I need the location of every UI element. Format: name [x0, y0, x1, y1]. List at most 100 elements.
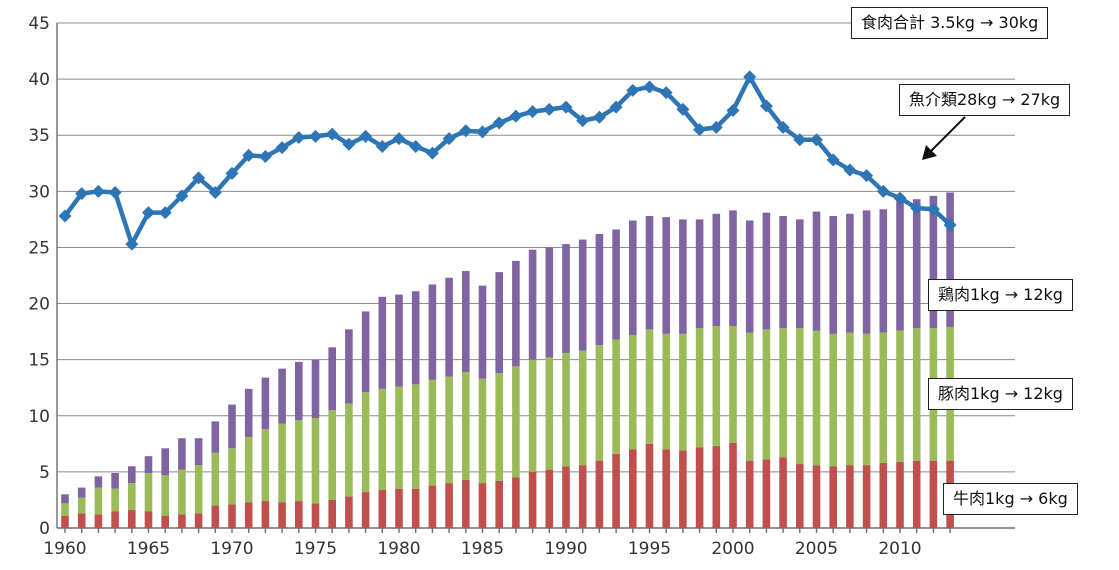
bar-牛肉-1982 [428, 485, 437, 528]
point-魚介類-1978 [359, 129, 373, 143]
x-tick-label: 1960 [43, 539, 86, 559]
bar-豚肉-2001 [745, 332, 754, 461]
bar-豚肉-1982 [428, 379, 437, 486]
bar-豚肉-2002 [762, 329, 771, 460]
point-魚介類-2005 [810, 133, 823, 147]
bar-鶏肉-1999 [712, 213, 721, 326]
point-魚介類-1973 [275, 141, 289, 155]
bar-牛肉-1986 [495, 480, 503, 528]
bar-鶏肉-1981 [411, 291, 420, 385]
bar-牛肉-1974 [295, 501, 303, 528]
bar-牛肉-2000 [729, 442, 737, 528]
bar-豚肉-1993 [612, 339, 620, 454]
bar-豚肉-1987 [512, 366, 520, 478]
bar-鶏肉-1963 [111, 473, 119, 489]
bar-鶏肉-1974 [295, 361, 303, 421]
bar-豚肉-1994 [629, 334, 637, 450]
bar-牛肉-2001 [745, 460, 754, 528]
y-tick-label: 20 [28, 295, 50, 315]
bar-鶏肉-1988 [528, 249, 537, 360]
bar-牛肉-1962 [94, 514, 103, 528]
bar-豚肉-2010 [896, 330, 904, 462]
bar-豚肉-2003 [779, 328, 787, 458]
point-魚介類-1972 [258, 150, 272, 164]
point-魚介類-2006 [826, 153, 840, 167]
bar-牛肉-2010 [896, 461, 904, 528]
bar-鶏肉-1961 [77, 487, 86, 498]
bar-鶏肉-1995 [645, 216, 654, 330]
y-tick-label: 30 [28, 182, 50, 202]
bar-豚肉-1999 [712, 326, 721, 447]
bar-豚肉-1984 [462, 372, 470, 480]
bar-鶏肉-1962 [94, 476, 103, 488]
point-魚介類-2008 [860, 169, 874, 183]
point-魚介類-1975 [309, 129, 322, 143]
x-tick-label: 2005 [795, 539, 838, 559]
point-魚介類-1966 [158, 206, 172, 220]
bar-豚肉-1972 [261, 429, 270, 502]
annotation-fish: 魚介類28kg → 27kg [899, 84, 1071, 116]
point-魚介類-1960 [58, 209, 72, 223]
point-魚介類-1962 [91, 184, 105, 198]
bar-鶏肉-1965 [144, 456, 153, 474]
annotation-beef: 牛肉1kg → 6kg [943, 483, 1078, 515]
bar-牛肉-1971 [244, 502, 253, 528]
point-魚介類-1984 [459, 124, 473, 138]
bar-牛肉-1980 [395, 488, 403, 528]
point-魚介類-2004 [793, 133, 807, 147]
y-tick-label: 25 [28, 238, 50, 258]
bar-鶏肉-2001 [745, 220, 754, 333]
y-tick-label: 0 [39, 519, 50, 539]
bar-豚肉-1973 [278, 423, 286, 503]
x-tick-label: 2010 [878, 539, 921, 559]
bar-鶏肉-1989 [545, 247, 554, 358]
bar-鶏肉-1970 [228, 404, 236, 449]
bar-牛肉-1960 [61, 515, 69, 528]
x-tick-label: 1985 [461, 539, 504, 559]
x-tick-label: 1995 [628, 539, 671, 559]
annotation-meat-total: 食肉合計 3.5kg → 30kg [851, 7, 1049, 39]
bar-牛肉-2003 [779, 457, 787, 528]
bar-牛肉-1984 [462, 479, 470, 528]
bar-牛肉-1990 [562, 466, 570, 528]
bar-牛肉-1970 [228, 504, 236, 528]
bar-豚肉-1990 [562, 352, 570, 467]
bar-豚肉-1966 [161, 475, 169, 516]
bar-鶏肉-2008 [862, 210, 871, 334]
x-tick-label: 1975 [294, 539, 337, 559]
bar-豚肉-2004 [796, 328, 804, 465]
bar-豚肉-1981 [411, 384, 420, 489]
bar-豚肉-2005 [812, 330, 821, 466]
point-魚介類-2001 [743, 70, 757, 84]
bar-鶏肉-2011 [912, 199, 921, 329]
bar-牛肉-2006 [829, 466, 837, 528]
point-魚介類-1982 [425, 146, 439, 160]
point-魚介類-2009 [876, 184, 890, 198]
bar-牛肉-2004 [796, 464, 804, 528]
point-魚介類-2002 [759, 99, 773, 113]
bar-牛肉-1996 [662, 449, 670, 528]
bar-豚肉-1998 [695, 328, 704, 448]
point-魚介類-1987 [509, 109, 523, 123]
bar-牛肉-1993 [612, 453, 620, 528]
bar-牛肉-1973 [278, 502, 286, 528]
point-魚介類-1996 [659, 86, 673, 100]
bar-鶏肉-1960 [61, 494, 69, 504]
bar-鶏肉-1986 [495, 272, 503, 374]
bar-鶏肉-1972 [261, 377, 270, 430]
point-魚介類-1963 [108, 185, 122, 199]
bar-鶏肉-2006 [829, 216, 837, 334]
bar-豚肉-1983 [445, 376, 453, 484]
bar-牛肉-1968 [194, 513, 203, 528]
bar-鶏肉-1979 [378, 296, 387, 389]
bar-豚肉-1970 [228, 448, 236, 505]
bar-鶏肉-2009 [879, 209, 888, 333]
bar-豚肉-1967 [178, 469, 186, 515]
point-魚介類-1979 [375, 139, 389, 153]
bar-牛肉-1995 [645, 443, 654, 528]
bar-鶏肉-1996 [662, 217, 670, 334]
point-魚介類-1998 [693, 123, 707, 137]
bar-牛肉-1998 [695, 447, 704, 528]
annotation-pork: 豚肉1kg → 12kg [928, 378, 1073, 410]
